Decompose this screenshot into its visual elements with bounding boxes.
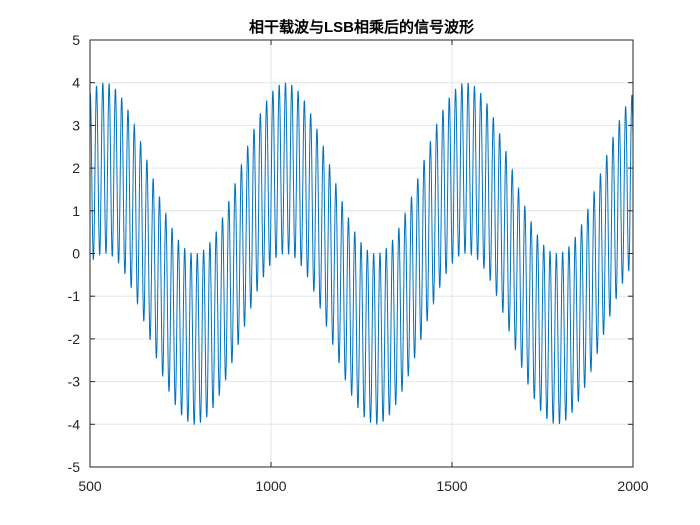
y-tick-label: 3 — [72, 117, 80, 133]
y-tick-label: 0 — [72, 246, 80, 262]
x-tick-label: 500 — [78, 478, 102, 494]
y-tick-label: -3 — [68, 374, 81, 390]
series-layer — [89, 82, 634, 426]
y-tick-label: -2 — [68, 331, 81, 347]
y-axis: -5 -4 -3 -2 -1 0 1 2 3 4 5 — [68, 32, 633, 475]
chart-title: 相干载波与LSB相乘后的信号波形 — [248, 19, 474, 36]
x-tick-label: 2000 — [617, 478, 648, 494]
series-line — [89, 82, 634, 426]
y-tick-label: 5 — [72, 32, 80, 48]
y-tick-label: -1 — [68, 288, 81, 304]
y-tick-label: 4 — [72, 75, 80, 91]
y-tick-label: -4 — [68, 416, 81, 432]
y-tick-label: 2 — [72, 160, 80, 176]
x-tick-label: 1000 — [255, 478, 286, 494]
x-tick-label: 1500 — [436, 478, 467, 494]
x-axis: 500 1000 1500 2000 — [78, 40, 649, 494]
y-tick-label: 1 — [72, 203, 80, 219]
y-tick-label: -5 — [68, 459, 81, 475]
